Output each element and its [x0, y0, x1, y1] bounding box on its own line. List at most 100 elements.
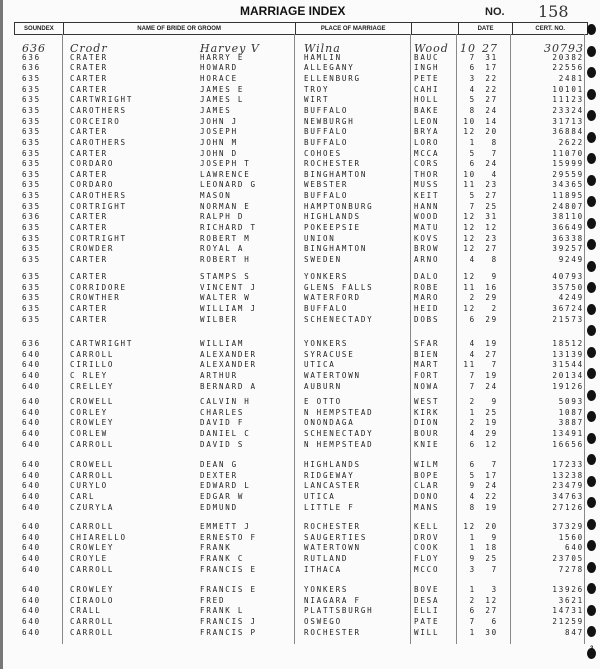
day: 9 — [491, 272, 498, 281]
county-code: Wood — [414, 42, 449, 55]
surname: CIRILLO — [70, 360, 115, 370]
punch-hole-icon — [587, 540, 596, 551]
table-row: 635 CORRIDORE VINCENT J GLENS FALLS ROBE 11 16… — [14, 283, 586, 294]
day: 24 — [485, 481, 498, 491]
given-name: JOHN D — [200, 148, 238, 158]
month: 11 — [463, 282, 476, 292]
surname: CAROTHERS — [70, 137, 127, 147]
cert-number: 23324 — [552, 105, 584, 115]
table-row: 640 CROWELL DEAN G HIGHLANDS WILM 6 7 17233 — [14, 460, 586, 471]
table-row: 640 CORLEW DANIEL C SCHENECTADY BOUR 4 29 13491 — [14, 429, 586, 440]
soundex-code: 635 — [22, 73, 41, 83]
punch-hole-icon — [587, 110, 596, 121]
table-row: 636 Crodr Harvey V Wilna Wood 10 27 30793 — [14, 42, 586, 55]
soundex-code: 640 — [22, 564, 41, 574]
place: BUFFALO — [304, 303, 349, 313]
county-code: WILM — [414, 460, 440, 469]
month: 12 — [463, 522, 476, 531]
table-row: 635 CORTRIGHT ROBERT M UNION KOVS 12 23 36338 — [14, 234, 586, 245]
table-row: 640 CARROLL DAVID S N HEMPSTEAD KNIE 6 12 16656 — [14, 440, 586, 451]
place: TROY — [304, 84, 330, 94]
given-name: JAMES E — [200, 84, 245, 94]
table-row: 635 CARTER LAWRENCE BINGHAMTON THOR 10 4 29559 — [14, 170, 586, 181]
place: SWEDEN — [304, 255, 342, 264]
soundex-code: 640 — [22, 532, 41, 542]
county-code: ARNO — [414, 255, 440, 264]
surname: CARTER — [70, 303, 108, 313]
cert-number: 15999 — [552, 159, 584, 169]
surname: CIRAOLO — [70, 595, 115, 605]
punch-hole-icon — [587, 24, 596, 35]
cert-number: 18512 — [552, 339, 584, 348]
surname: CZURYLA — [70, 502, 115, 512]
given-name: FRANK C — [200, 553, 245, 563]
month: 7 — [469, 52, 476, 62]
soundex-code: 635 — [22, 314, 41, 324]
day: 9 — [491, 397, 498, 406]
soundex-code: 635 — [22, 223, 41, 233]
day: 23 — [485, 180, 498, 190]
punch-hole-icon — [587, 518, 596, 530]
given-name: NORMAN E — [200, 201, 251, 211]
soundex-code: 640 — [22, 407, 41, 417]
given-name: DAVID F — [200, 418, 245, 428]
county-code: BOUR — [414, 428, 440, 438]
cert-number: 23479 — [552, 481, 584, 491]
punch-hole-icon — [587, 647, 596, 659]
cert-number: 13926 — [552, 585, 584, 594]
soundex-code: 640 — [22, 418, 41, 428]
surname: CARROLL — [70, 522, 115, 531]
month: 1 — [469, 137, 476, 147]
cert-number: 11070 — [552, 148, 584, 158]
cert-number: 1560 — [558, 532, 584, 542]
given-name: FRED — [200, 595, 226, 605]
day: 29 — [485, 428, 498, 438]
punch-hole-icon — [587, 346, 596, 358]
given-name: STAMPS S — [200, 272, 251, 281]
punch-hole-icon — [587, 196, 596, 207]
table-row: 635 CORDARO JOSEPH T ROCHESTER CORS 6 24 15999 — [14, 159, 586, 170]
county-code: ROBE — [414, 282, 440, 292]
surname: CROWTHER — [70, 293, 121, 303]
month: 4 — [469, 349, 476, 359]
given-name: JOHN J — [200, 116, 238, 126]
soundex-code: 635 — [22, 255, 41, 264]
given-name: LEONARD G — [200, 180, 257, 190]
cert-number: 3621 — [558, 595, 584, 605]
cert-number: 13139 — [552, 349, 584, 359]
surname: CORRIDORE — [70, 282, 127, 292]
day: 8 — [491, 255, 498, 264]
day: 25 — [485, 201, 498, 211]
place: BUFFALO — [304, 137, 349, 147]
place: HIGHLANDS — [304, 460, 361, 469]
punch-hole-icon — [587, 389, 596, 401]
county-code: BRYA — [414, 127, 440, 137]
place: RIDGEWAY — [304, 470, 355, 480]
surname: CROWELL — [70, 397, 115, 406]
given-name: DANIEL C — [200, 428, 251, 438]
given-name: FRANCIS J — [200, 616, 257, 626]
punch-hole-icon — [587, 303, 596, 315]
table-row: 640 CARROLL EMMETT J ROCHESTER KELL 12 20 37329 — [14, 522, 586, 533]
surname: C RLEY — [70, 370, 108, 380]
table-row: 640 CARL EDGAR W UTICA DONO 4 22 34763 — [14, 492, 586, 503]
surname: CRALL — [70, 606, 102, 616]
punch-hole-icon — [587, 475, 596, 487]
given-name: ROBERT H — [200, 255, 251, 264]
cert-number: 4249 — [558, 293, 584, 303]
surname: CORDARO — [70, 159, 115, 169]
day: 29 — [485, 314, 498, 324]
month: 7 — [469, 381, 476, 391]
county-code: BIEN — [414, 349, 440, 359]
month: 6 — [469, 439, 476, 449]
cert-number: 23705 — [552, 553, 584, 563]
surname: CORLEW — [70, 428, 108, 438]
day: 3 — [491, 585, 498, 594]
month: 7 — [469, 201, 476, 211]
cert-number: 36338 — [552, 233, 584, 243]
place: POKEEPSIE — [304, 223, 361, 233]
cert-number: 20382 — [552, 52, 584, 62]
place: SCHENECTADY — [304, 314, 374, 324]
surname: CROWELL — [70, 460, 115, 469]
given-name: DAVID S — [200, 439, 245, 449]
